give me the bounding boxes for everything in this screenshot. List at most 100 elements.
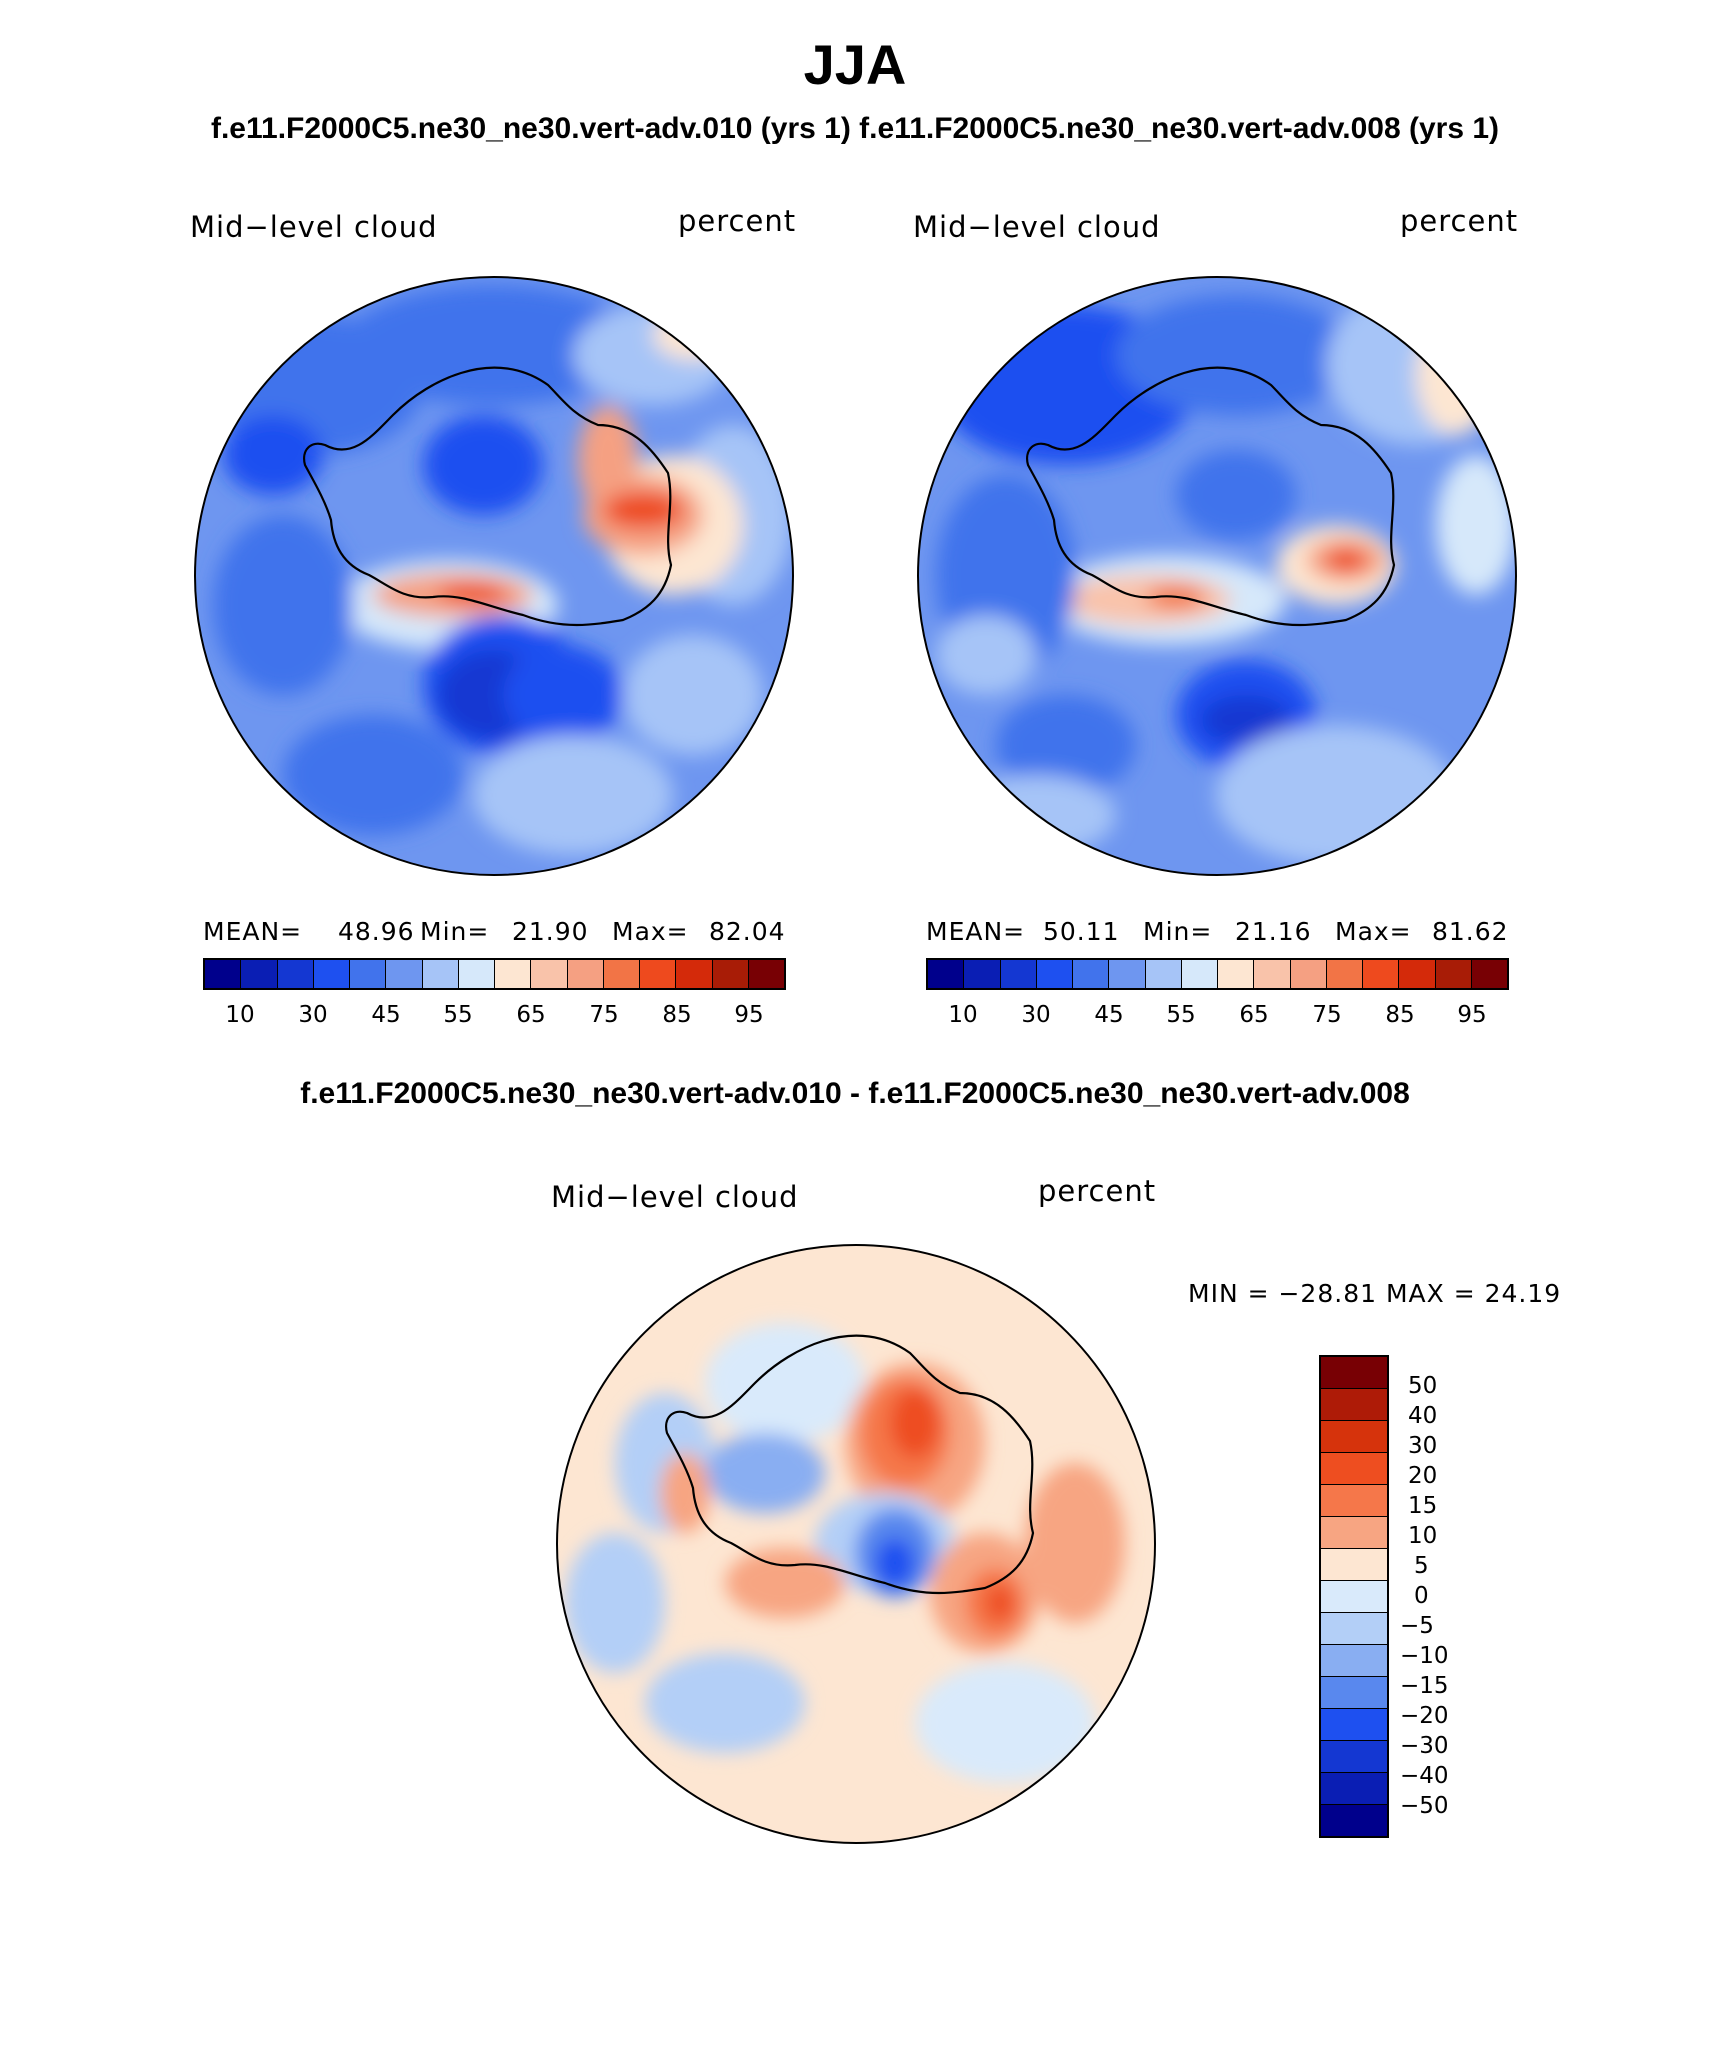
colorbar-swatch bbox=[1321, 1549, 1387, 1581]
panel2-colorbar bbox=[926, 958, 1509, 990]
difference-map-border bbox=[556, 1244, 1156, 1844]
difference-colorbar-tick: 40 bbox=[1408, 1403, 1438, 1429]
colorbar-swatch bbox=[1181, 960, 1218, 988]
diff-minmax-label: MIN = −28.81 MAX = 24.19 bbox=[1188, 1279, 1562, 1308]
difference-colorbar-tick: 30 bbox=[1408, 1433, 1438, 1459]
colorbar-swatch bbox=[676, 960, 713, 988]
difference-colorbar-tick: 10 bbox=[1408, 1523, 1438, 1549]
panel1-colorbar bbox=[203, 958, 786, 990]
colorbar-swatch bbox=[567, 960, 604, 988]
panel1-colorbar-tick: 55 bbox=[443, 1002, 473, 1028]
colorbar-swatch bbox=[748, 960, 784, 988]
colorbar-swatch bbox=[1321, 1581, 1387, 1613]
panel1-colorbar-tick: 85 bbox=[662, 1002, 692, 1028]
panel1-min-value: 21.90 bbox=[512, 917, 589, 946]
colorbar-swatch bbox=[1435, 960, 1472, 988]
panel1-max-value: 82.04 bbox=[709, 917, 786, 946]
panel2-max-value: 81.62 bbox=[1432, 917, 1509, 946]
difference-colorbar-tick: −15 bbox=[1400, 1673, 1449, 1699]
difference-colorbar bbox=[1319, 1355, 1389, 1838]
panel1-map bbox=[194, 276, 794, 876]
panel2-mean-value: 50.11 bbox=[1043, 917, 1120, 946]
panel2-antarctica-outline bbox=[1026, 366, 1396, 627]
panel2-variable-label: Mid−level cloud bbox=[913, 210, 1161, 244]
colorbar-swatch bbox=[1321, 1773, 1387, 1805]
difference-colorbar-tick: −30 bbox=[1400, 1733, 1449, 1759]
colorbar-swatch bbox=[1218, 960, 1255, 988]
difference-colorbar-tick: 50 bbox=[1408, 1373, 1438, 1399]
colorbar-swatch bbox=[277, 960, 314, 988]
difference-colorbar-tick: −40 bbox=[1400, 1763, 1449, 1789]
panel2-colorbar-tick: 65 bbox=[1239, 1002, 1269, 1028]
colorbar-swatch bbox=[531, 960, 568, 988]
colorbar-swatch bbox=[1321, 1517, 1387, 1549]
difference-map bbox=[556, 1244, 1156, 1844]
cases-subtitle: f.e11.F2000C5.ne30_ne30.vert-adv.010 (yr… bbox=[210, 112, 1500, 145]
colorbar-swatch bbox=[1145, 960, 1182, 988]
panel2-colorbar-tick: 85 bbox=[1385, 1002, 1415, 1028]
colorbar-swatch bbox=[1321, 1741, 1387, 1773]
colorbar-swatch bbox=[1321, 1453, 1387, 1485]
difference-colorbar-tick: −10 bbox=[1400, 1643, 1449, 1669]
difference-cloud-field bbox=[565, 1323, 1125, 1783]
colorbar-swatch bbox=[350, 960, 387, 988]
panel2-colorbar-tick: 30 bbox=[1021, 1002, 1051, 1028]
colorbar-swatch bbox=[1321, 1709, 1387, 1741]
colorbar-swatch bbox=[1321, 1357, 1387, 1389]
colorbar-swatch bbox=[386, 960, 423, 988]
colorbar-swatch bbox=[422, 960, 459, 988]
colorbar-swatch bbox=[1321, 1677, 1387, 1709]
panel1-cloud-field bbox=[203, 285, 793, 855]
page-title: JJA bbox=[803, 33, 907, 96]
panel2-max-label: Max= bbox=[1335, 917, 1412, 946]
panel2-colorbar-tick: 55 bbox=[1166, 1002, 1196, 1028]
panel2-colorbar-tick: 10 bbox=[948, 1002, 978, 1028]
panel2-colorbar-tick: 75 bbox=[1312, 1002, 1342, 1028]
colorbar-swatch bbox=[1399, 960, 1436, 988]
difference-colorbar-tick: −5 bbox=[1400, 1613, 1434, 1639]
panel1-mean-value: 48.96 bbox=[338, 917, 415, 946]
colorbar-swatch bbox=[458, 960, 495, 988]
colorbar-swatch bbox=[205, 960, 242, 988]
colorbar-swatch bbox=[1321, 1421, 1387, 1453]
panel1-map-border bbox=[194, 276, 794, 876]
panel1-colorbar-tick: 75 bbox=[589, 1002, 619, 1028]
colorbar-swatch bbox=[1321, 1389, 1387, 1421]
colorbar-swatch bbox=[964, 960, 1001, 988]
panel2-map-border bbox=[917, 276, 1517, 876]
panel2-units-label: percent bbox=[1400, 204, 1519, 238]
panel1-colorbar-tick: 95 bbox=[734, 1002, 764, 1028]
panel1-variable-label: Mid−level cloud bbox=[190, 210, 438, 244]
difference-antarctica-outline bbox=[665, 1334, 1035, 1595]
colorbar-swatch bbox=[928, 960, 965, 988]
difference-colorbar-tick: 20 bbox=[1408, 1463, 1438, 1489]
colorbar-swatch bbox=[313, 960, 350, 988]
panel1-colorbar-tick: 10 bbox=[225, 1002, 255, 1028]
diff-variable-label: Mid−level cloud bbox=[551, 1180, 799, 1214]
panel1-antarctica-outline bbox=[303, 366, 673, 627]
panel1-colorbar-tick: 30 bbox=[298, 1002, 328, 1028]
panel1-colorbar-tick: 65 bbox=[516, 1002, 546, 1028]
panel2-map bbox=[917, 276, 1517, 876]
colorbar-swatch bbox=[1471, 960, 1507, 988]
panel2-min-label: Min= bbox=[1143, 917, 1213, 946]
colorbar-swatch bbox=[1321, 1613, 1387, 1645]
difference-colorbar-tick: −20 bbox=[1400, 1703, 1449, 1729]
colorbar-swatch bbox=[1254, 960, 1291, 988]
panel1-min-label: Min= bbox=[420, 917, 490, 946]
colorbar-swatch bbox=[1109, 960, 1146, 988]
colorbar-swatch bbox=[1290, 960, 1327, 988]
difference-colorbar-tick: 0 bbox=[1414, 1583, 1429, 1609]
colorbar-swatch bbox=[1036, 960, 1073, 988]
panel2-colorbar-tick: 95 bbox=[1457, 1002, 1487, 1028]
colorbar-swatch bbox=[495, 960, 532, 988]
colorbar-swatch bbox=[1073, 960, 1110, 988]
panel1-mean-label: MEAN= bbox=[203, 917, 303, 946]
colorbar-swatch bbox=[1321, 1645, 1387, 1677]
colorbar-swatch bbox=[1363, 960, 1400, 988]
difference-subtitle: f.e11.F2000C5.ne30_ne30.vert-adv.010 - f… bbox=[300, 1077, 1410, 1110]
panel2-min-value: 21.16 bbox=[1235, 917, 1312, 946]
panel2-mean-label: MEAN= bbox=[926, 917, 1026, 946]
colorbar-swatch bbox=[603, 960, 640, 988]
diff-units-label: percent bbox=[1038, 1174, 1157, 1208]
